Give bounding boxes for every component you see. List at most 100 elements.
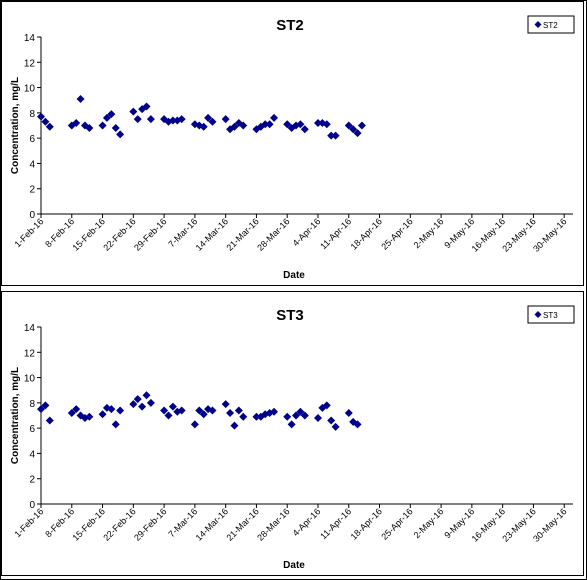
data-point (45, 416, 54, 425)
data-point (349, 125, 358, 134)
data-point (168, 402, 177, 411)
chart-panel-st3: ST3 0 2 4 6 8 10 12 14 1-Feb-16 8-Feb-16 15-Feb-16 2… (1, 291, 584, 576)
x-tick-label: 21-Mar-16 (224, 216, 260, 252)
data-point (357, 121, 366, 130)
data-point (37, 405, 45, 414)
x-tick-label: 29-Feb-16 (132, 506, 168, 542)
x-tick-label: 30-May-16 (531, 216, 568, 253)
data-point (296, 120, 305, 129)
data-point (199, 410, 208, 419)
x-tick-label: 4-Apr-16 (291, 506, 323, 538)
legend-box (527, 305, 575, 324)
x-tick-label: 2-May-16 (412, 216, 446, 250)
data-point (129, 107, 138, 116)
data-point (287, 420, 296, 429)
data-point (292, 411, 301, 420)
data-point (102, 113, 111, 122)
data-point (344, 121, 353, 130)
data-point (98, 121, 107, 130)
x-tick-label: 11-Apr-16 (318, 216, 353, 251)
data-point (344, 408, 353, 417)
x-tick-label: 30-May-16 (531, 506, 568, 543)
data-point (331, 131, 340, 140)
x-tick-label: 28-Mar-16 (255, 506, 291, 542)
data-point (283, 120, 292, 129)
data-point (230, 122, 239, 131)
data-point (239, 121, 248, 130)
data-point (204, 113, 213, 122)
data-point (313, 118, 322, 127)
data-point (353, 129, 362, 138)
data-point (107, 405, 116, 414)
y-tick-label: 10 (24, 374, 36, 385)
data-point (239, 412, 248, 421)
data-point (300, 125, 309, 134)
legend-box (527, 15, 575, 34)
chart-title: ST2 (276, 17, 304, 34)
data-point (107, 110, 116, 119)
data-point (234, 406, 243, 415)
data-point (208, 406, 217, 415)
y-tick-label: 12 (24, 58, 36, 69)
legend-label: ST3 (543, 311, 558, 320)
x-tick-label: 18-Apr-16 (349, 216, 384, 251)
y-axis-title: Concentration, mg/L (10, 367, 21, 464)
data-point (283, 412, 292, 421)
data-point (160, 406, 169, 415)
data-point (80, 414, 89, 423)
x-tick-label: 1-Feb-16 (13, 506, 46, 539)
data-point (142, 102, 151, 111)
y-tick-label: 2 (29, 185, 35, 196)
data-point (45, 122, 54, 131)
y-tick-label: 6 (29, 134, 35, 145)
data-point (41, 117, 50, 126)
data-point (168, 116, 177, 125)
data-point (164, 411, 173, 420)
data-point (331, 422, 340, 431)
x-tick-label: 28-Mar-16 (255, 216, 291, 252)
data-point (208, 117, 217, 126)
data-point (296, 407, 305, 416)
x-tick-label: 25-Apr-16 (379, 216, 414, 251)
data-point (199, 122, 208, 131)
legend-label: ST2 (543, 21, 558, 30)
data-point (265, 120, 274, 129)
data-point (221, 115, 230, 124)
data-point (72, 118, 81, 127)
data-point (138, 402, 147, 411)
data-point (76, 94, 85, 103)
x-tick-label: 2-May-16 (412, 506, 446, 540)
data-point (252, 412, 261, 421)
data-point (41, 401, 50, 410)
x-tick-label: 11-Apr-16 (318, 506, 353, 541)
data-point (190, 420, 199, 429)
data-point (116, 130, 125, 139)
data-point (116, 406, 125, 415)
x-tick-label: 18-Apr-16 (349, 506, 384, 541)
data-point (85, 124, 94, 133)
data-point (142, 391, 151, 400)
data-point (204, 405, 213, 414)
data-point (111, 420, 120, 429)
x-tick-label: 21-Mar-16 (224, 506, 260, 542)
data-point (270, 407, 279, 416)
x-tick-label: 14-Mar-16 (194, 216, 230, 252)
data-point (327, 131, 336, 140)
x-tick-label: 15-Feb-16 (71, 216, 107, 252)
data-point (226, 408, 235, 417)
data-point (195, 406, 204, 415)
data-point (177, 115, 186, 124)
data-point (322, 401, 331, 410)
data-point (133, 115, 142, 124)
y-tick-label: 0 (29, 500, 35, 511)
chart-title: ST3 (276, 307, 304, 324)
x-tick-label: 1-Feb-16 (13, 216, 46, 249)
x-axis-title: Date (283, 270, 305, 281)
x-tick-label: 14-Mar-16 (194, 506, 230, 542)
x-axis-title: Date (283, 560, 305, 571)
data-point (67, 408, 76, 417)
data-point (221, 400, 230, 409)
y-tick-label: 14 (24, 323, 36, 334)
data-point (270, 113, 279, 122)
legend: ST3 (527, 305, 575, 324)
